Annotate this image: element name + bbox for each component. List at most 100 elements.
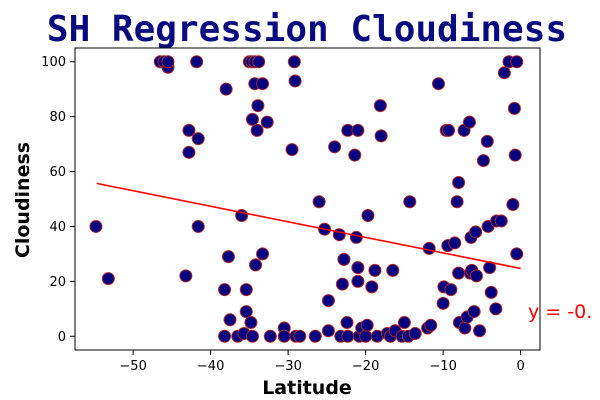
data-point: [191, 219, 205, 233]
data-point: [365, 280, 379, 294]
data-point: [361, 208, 375, 222]
data-point: [337, 252, 351, 266]
regression-line: [96, 182, 521, 270]
data-point: [359, 329, 373, 343]
data-point: [288, 74, 302, 88]
data-point: [452, 266, 466, 280]
data-point: [510, 247, 524, 261]
y-tick-label: 100: [41, 55, 66, 70]
data-point: [374, 129, 388, 143]
data-point: [308, 329, 322, 343]
data-point: [480, 134, 494, 148]
chart-title: SH Regression Cloudiness: [47, 9, 567, 50]
y-tick-label: 60: [49, 165, 66, 180]
data-point: [476, 154, 490, 168]
data-point: [442, 123, 456, 137]
data-point: [249, 258, 263, 272]
data-point: [431, 77, 445, 91]
data-point: [348, 148, 362, 162]
data-point: [245, 329, 259, 343]
data-point: [101, 272, 115, 286]
y-axis: 0 20 40 60 80 100: [41, 55, 75, 345]
data-point: [386, 263, 400, 277]
data-point: [293, 329, 307, 343]
data-point: [452, 176, 466, 190]
x-tick-label: −10: [429, 359, 456, 374]
data-point: [287, 55, 301, 69]
data-point: [448, 236, 462, 250]
data-point: [436, 296, 450, 310]
data-point: [245, 112, 259, 126]
data-point: [508, 148, 522, 162]
data-point: [260, 115, 274, 129]
y-tick-label: 0: [58, 330, 66, 345]
data-point: [484, 285, 498, 299]
data-point: [473, 324, 487, 338]
y-tick-label: 20: [49, 275, 66, 290]
data-point: [263, 329, 277, 343]
data-point: [408, 327, 422, 341]
data-point: [351, 123, 365, 137]
plot-area: −50 −40 −30 −20 −10 0 0 20 40 60 80 100: [41, 47, 541, 374]
data-point: [469, 269, 483, 283]
data-point: [424, 318, 438, 332]
data-point: [489, 302, 503, 316]
data-point: [458, 321, 472, 335]
data-point: [161, 55, 175, 69]
data-point: [219, 82, 233, 96]
data-point: [510, 55, 524, 69]
data-point: [444, 283, 458, 297]
x-tick-label: −30: [274, 359, 301, 374]
data-point: [368, 263, 382, 277]
data-point: [239, 305, 253, 319]
data-point: [244, 316, 258, 330]
data-point: [191, 132, 205, 146]
data-point: [341, 329, 355, 343]
y-tick-label: 80: [49, 110, 66, 125]
data-point: [256, 247, 270, 261]
data-point: [239, 283, 253, 297]
data-point: [182, 145, 196, 159]
x-tick-label: −20: [352, 359, 379, 374]
data-point: [321, 294, 335, 308]
data-point: [328, 140, 342, 154]
data-point: [221, 250, 235, 264]
y-tick-label: 40: [49, 220, 66, 235]
data-point: [351, 261, 365, 275]
data-point: [335, 277, 349, 291]
data-point: [190, 55, 204, 69]
data-point: [182, 123, 196, 137]
data-point: [373, 99, 387, 113]
data-point: [467, 305, 481, 319]
y-axis-label: Cloudiness: [12, 142, 34, 258]
data-point: [89, 219, 103, 233]
data-point: [252, 55, 266, 69]
data-point: [422, 241, 436, 255]
data-point: [179, 269, 193, 283]
data-point: [507, 101, 521, 115]
data-point: [403, 195, 417, 209]
data-point: [506, 197, 520, 211]
data-point: [251, 99, 265, 113]
x-tick-label: 0: [516, 359, 524, 374]
data-point: [321, 324, 335, 338]
data-point: [450, 195, 464, 209]
data-point: [494, 214, 508, 228]
x-tick-label: −40: [197, 359, 224, 374]
data-point: [497, 66, 511, 80]
x-axis: −50 −40 −30 −20 −10 0: [119, 350, 525, 374]
data-point: [218, 329, 232, 343]
data-point: [223, 313, 237, 327]
x-tick-label: −50: [119, 359, 146, 374]
regression-equation: y = -0.: [528, 301, 592, 323]
data-point: [397, 316, 411, 330]
data-point: [277, 329, 291, 343]
plot-frame: [74, 47, 541, 351]
data-point: [250, 123, 264, 137]
x-axis-label: Latitude: [262, 377, 352, 399]
data-point: [462, 115, 476, 129]
data-point: [256, 77, 270, 91]
data-point: [218, 283, 232, 297]
data-point: [469, 225, 483, 239]
